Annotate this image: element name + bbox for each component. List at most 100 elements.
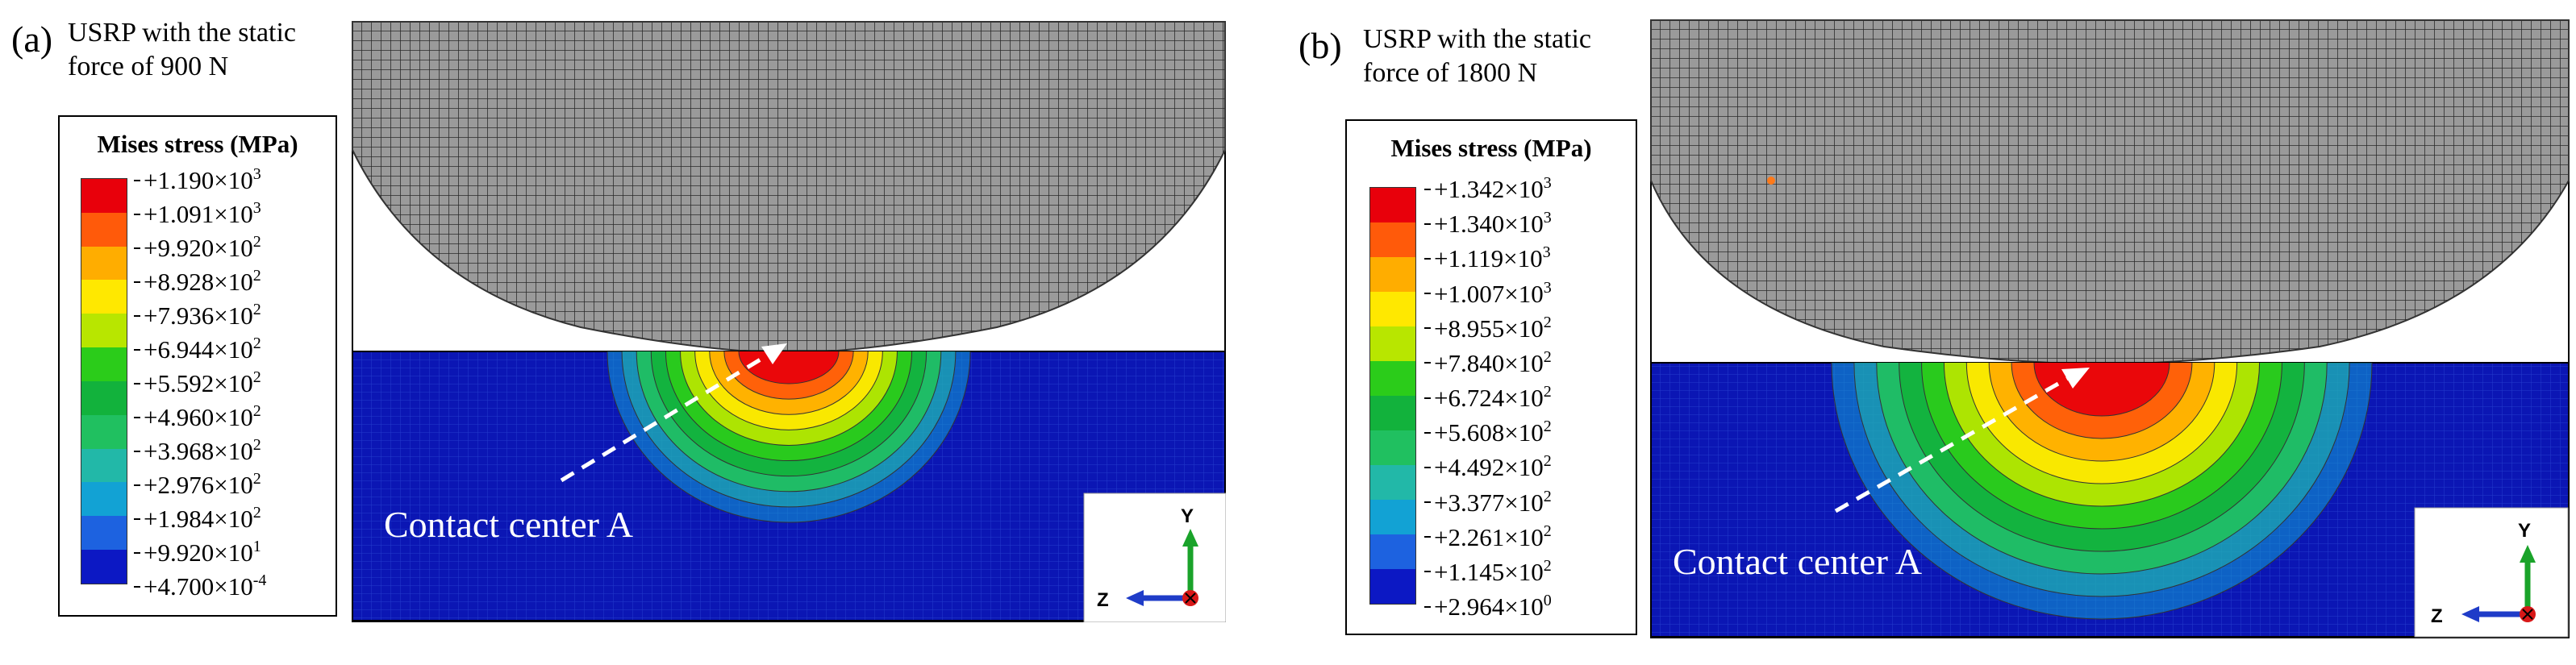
tick-exponent: 2 — [1543, 347, 1552, 366]
tick-mantissa: +1.984×10 — [144, 505, 253, 533]
tick-exponent: 3 — [1543, 209, 1552, 227]
legend-tick-label: +9.920×101 — [134, 538, 261, 567]
tick-mantissa: +4.700×10 — [144, 572, 253, 601]
panel-a-title-line-2: force of 900 N — [68, 52, 229, 81]
tick-exponent: 2 — [252, 335, 261, 352]
color-bar-segment — [1370, 465, 1415, 500]
color-bar-segment — [81, 414, 127, 449]
panel-b-title-line-2: force of 1800 N — [1363, 58, 1538, 88]
tick-mantissa: +1.342×10 — [1434, 175, 1544, 203]
tick-exponent: 3 — [252, 199, 261, 217]
legend-tick-label: +1.984×102 — [134, 504, 261, 533]
tick-mantissa: +5.592×10 — [144, 369, 253, 397]
panel-b-title: USRP with the static force of 1800 N — [1363, 23, 1591, 90]
color-bar-segment — [81, 550, 127, 584]
panel-a-color-bar — [81, 178, 127, 584]
tick-mantissa: +2.976×10 — [144, 471, 253, 499]
color-bar-segment — [1370, 222, 1415, 257]
color-bar-segment — [1370, 326, 1415, 361]
panel-a-axis-triad: Y Z — [1083, 493, 1226, 622]
panel-b-color-bar — [1369, 187, 1416, 605]
tick-exponent: 3 — [252, 165, 261, 183]
legend-tick-label: +1.007×103 — [1424, 279, 1552, 308]
legend-tick-label: +4.960×102 — [134, 402, 261, 431]
tick-exponent: 2 — [252, 436, 261, 454]
tick-exponent: 2 — [1543, 556, 1552, 575]
legend-tick-label: +1.342×103 — [1424, 175, 1552, 203]
panel-a-arrow-head — [761, 343, 787, 364]
color-bar-segment — [1370, 361, 1415, 396]
tick-exponent: 2 — [1543, 418, 1552, 436]
color-bar-segment — [81, 179, 127, 213]
tick-mantissa: +1.119×10 — [1434, 244, 1543, 273]
panel-b-annotation-text: Contact center A — [1673, 541, 1922, 582]
tick-mantissa: +7.936×10 — [144, 301, 253, 330]
tick-mantissa: +9.920×10 — [144, 538, 253, 567]
tick-mantissa: +5.608×10 — [1434, 418, 1544, 447]
panel-a-legend-title: Mises stress (MPa) — [97, 130, 298, 158]
color-bar-segment — [81, 246, 127, 281]
legend-tick-label: +9.920×102 — [134, 234, 261, 260]
panel-a-label: (a) — [11, 19, 53, 60]
tick-mantissa: +2.964×10 — [1434, 592, 1544, 621]
legend-tick-label: +8.928×102 — [134, 267, 261, 294]
color-bar-segment — [1370, 430, 1415, 465]
tick-mantissa: +4.960×10 — [144, 403, 253, 431]
legend-tick-label: +1.091×103 — [134, 199, 261, 228]
panel-b-axis-z-label: Z — [2431, 605, 2443, 627]
legend-tick-label: +2.976×102 — [134, 470, 261, 499]
tick-exponent: 2 — [252, 402, 261, 420]
color-bar-segment — [1370, 500, 1415, 534]
legend-tick-label: +3.377×102 — [1424, 488, 1552, 517]
panel-b-arrow-head — [2061, 368, 2090, 389]
tick-exponent: 2 — [252, 470, 261, 488]
color-bar-segment — [81, 280, 127, 314]
color-bar-segment — [81, 482, 127, 517]
legend-tick-label: +5.592×102 — [134, 368, 261, 397]
legend-tick-label: +4.492×102 — [1424, 453, 1552, 480]
stress-contour-band — [738, 351, 840, 384]
tick-mantissa: +6.724×10 — [1434, 384, 1544, 412]
panel-a-annotation-arrow — [560, 351, 773, 483]
panel-b-label: (b) — [1298, 25, 1342, 66]
legend-tick-label: +6.944×102 — [134, 335, 261, 364]
tick-mantissa: +3.968×10 — [144, 437, 253, 465]
tick-mantissa: +3.377×10 — [1434, 488, 1544, 517]
tick-mantissa: +2.261×10 — [1434, 522, 1544, 551]
legend-tick-label: +4.700×10-4 — [133, 571, 267, 601]
tick-exponent: -4 — [252, 571, 267, 589]
panel-b-tick-labels: +1.342×103 +1.340×103 +1.119×103 +1.007×103… — [1424, 175, 1628, 619]
legend-tick-label: +5.608×102 — [1424, 418, 1552, 447]
panel-b-axis-y-label: Y — [2518, 520, 2531, 542]
color-bar-segment — [81, 347, 127, 381]
panel-a-contact-figure: Contact center A Y Z — [352, 21, 1226, 622]
panel-b-axis-triad: Y Z — [2414, 507, 2569, 638]
panel-b-legend: Mises stress (MPa) +1.342×103 +1.340×103 +… — [1345, 119, 1637, 635]
panel-b-title-line-1: USRP with the static — [1363, 24, 1592, 54]
tick-exponent: 2 — [252, 368, 261, 386]
tick-mantissa: +6.944×10 — [144, 335, 253, 364]
panel-a-title-line-1: USRP with the static — [68, 18, 297, 48]
legend-tick-label: +2.964×100 — [1424, 592, 1552, 621]
color-bar-segment — [81, 314, 127, 348]
tick-mantissa: +1.091×10 — [144, 200, 253, 228]
tick-exponent: 2 — [1543, 383, 1552, 401]
panel-a-title: USRP with the static force of 900 N — [68, 16, 296, 84]
color-bar-segment — [1370, 396, 1415, 430]
color-bar-segment — [81, 448, 127, 483]
tick-mantissa: +1.340×10 — [1434, 210, 1544, 239]
legend-tick-label: +2.261×102 — [1424, 522, 1552, 551]
panel-b-legend-title: Mises stress (MPa) — [1390, 134, 1592, 162]
legend-tick-label: +7.936×102 — [134, 301, 261, 330]
panel-a-annotation-text: Contact center A — [384, 504, 633, 545]
color-bar-segment — [1370, 534, 1415, 569]
color-bar-segment — [1370, 188, 1415, 222]
tick-exponent: 2 — [252, 267, 261, 285]
tick-exponent: 3 — [1542, 243, 1551, 262]
tick-exponent: 1 — [252, 538, 261, 555]
tick-mantissa: +1.007×10 — [1434, 279, 1544, 308]
tick-exponent: 2 — [252, 301, 261, 318]
tick-exponent: 2 — [1543, 522, 1552, 540]
tick-exponent: 2 — [252, 504, 261, 522]
legend-tick-label: +1.190×103 — [134, 165, 261, 193]
